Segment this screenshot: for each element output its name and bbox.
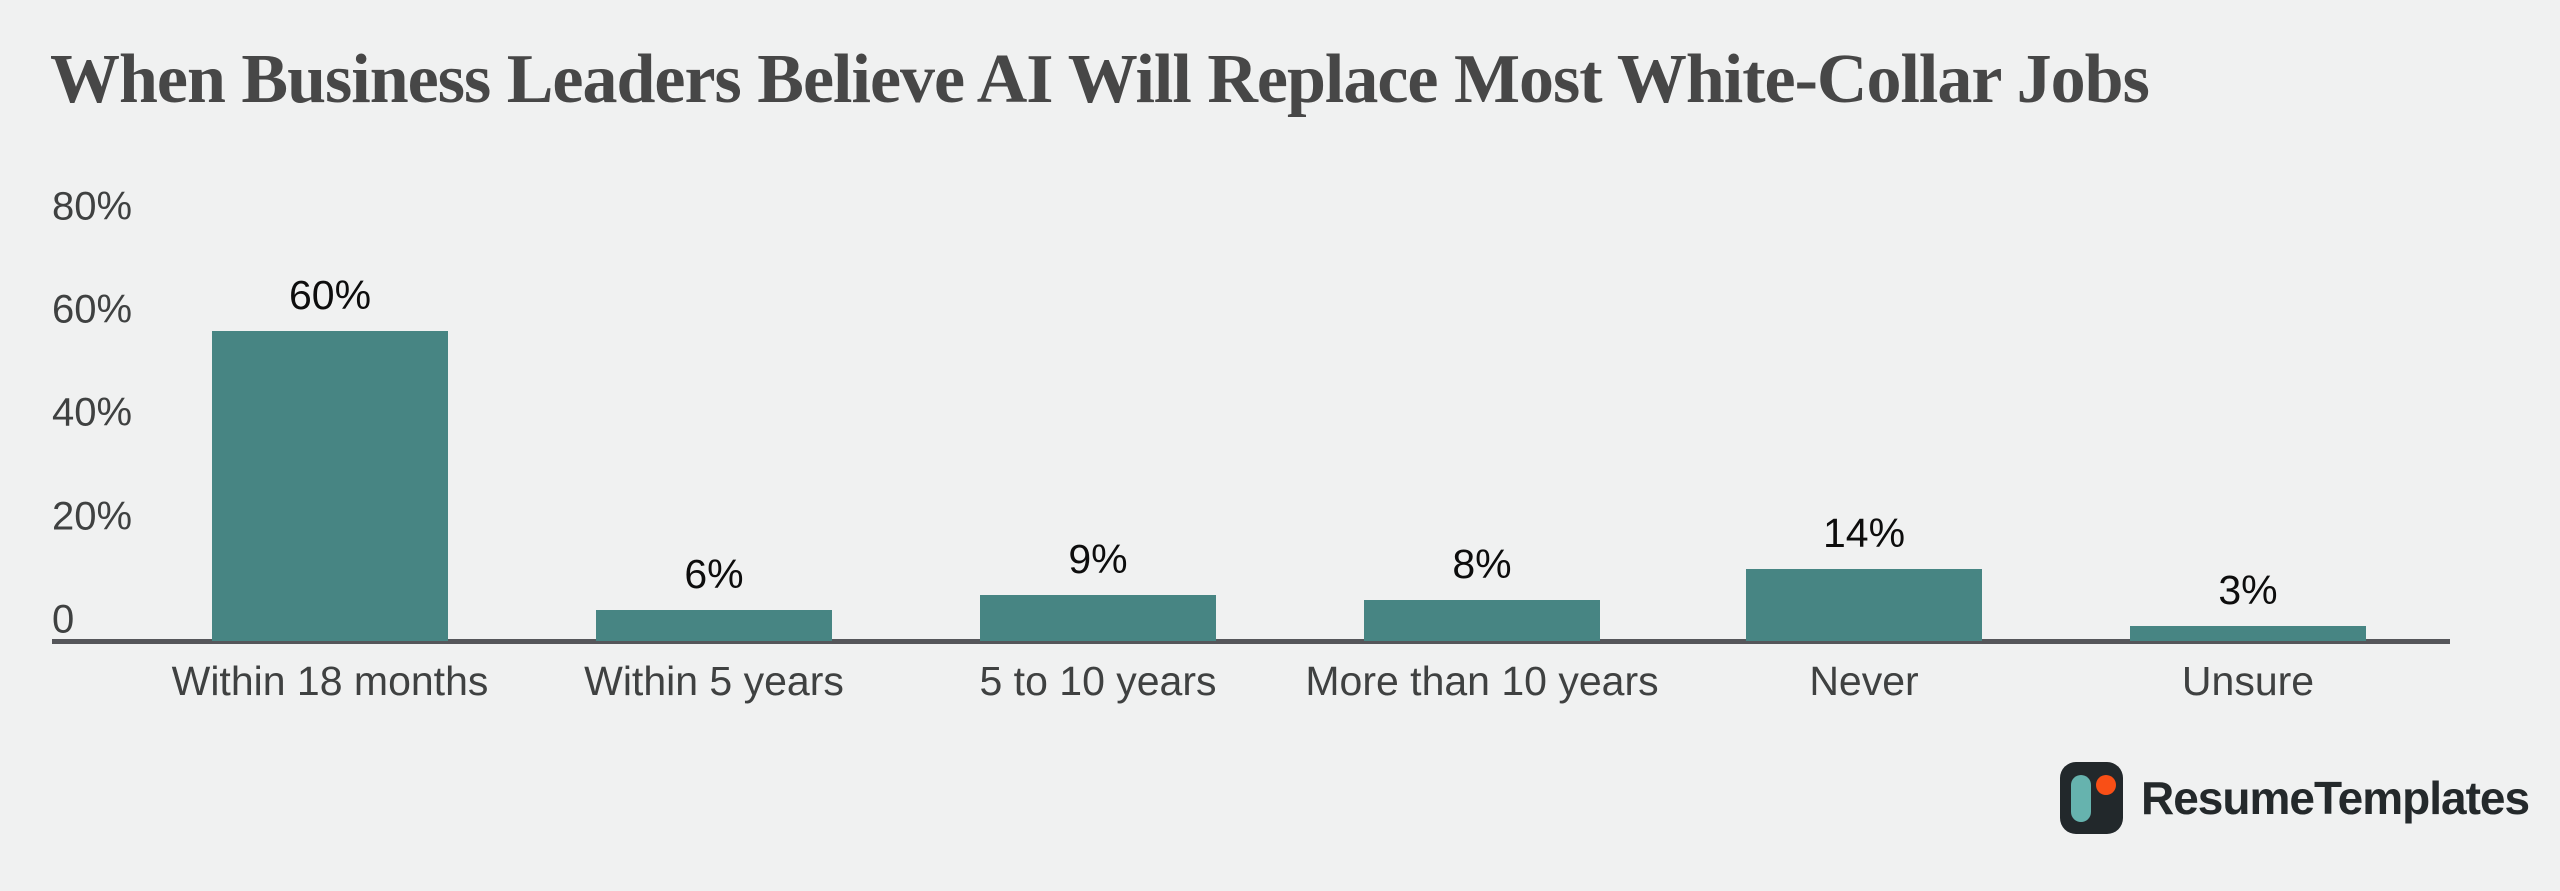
logo-dot-shape — [2096, 775, 2116, 795]
x-axis-label: 5 to 10 years — [979, 658, 1217, 704]
x-axis-label: Never — [1809, 658, 1919, 704]
bar-value-label: 60% — [288, 272, 372, 319]
bar — [212, 331, 448, 641]
y-axis-tick-label: 40% — [52, 390, 133, 435]
brand-name: ResumeTemplates — [2141, 772, 2530, 824]
bar — [1746, 568, 1982, 641]
x-axis-label: Within 18 months — [171, 658, 489, 704]
bar — [596, 610, 832, 641]
bar — [2130, 625, 2366, 641]
bar-value-label: 9% — [1068, 535, 1128, 582]
bar-value-label: 3% — [2218, 566, 2278, 613]
bar — [1364, 599, 1600, 641]
x-axis-label: Within 5 years — [584, 658, 844, 704]
y-axis-tick-label: 60% — [52, 287, 133, 332]
chart-title: When Business Leaders Believe AI Will Re… — [50, 41, 2150, 118]
brand-logo: ResumeTemplates — [2060, 762, 2530, 834]
bar-value-label: 14% — [1822, 509, 1906, 556]
x-axis-label: Unsure — [2181, 658, 2315, 704]
y-axis-tick-label: 80% — [52, 184, 133, 229]
bar-value-label: 8% — [1452, 540, 1512, 587]
y-axis-tick-label: 20% — [52, 494, 133, 539]
logo-stem-shape — [2071, 775, 2091, 822]
bar-value-label: 6% — [684, 551, 744, 598]
y-axis-tick-label: 0 — [52, 597, 75, 642]
x-axis-line — [52, 639, 2450, 644]
resumetemplates-logo-icon — [2060, 762, 2123, 834]
x-axis-label: More than 10 years — [1305, 658, 1659, 704]
bar — [980, 594, 1216, 641]
